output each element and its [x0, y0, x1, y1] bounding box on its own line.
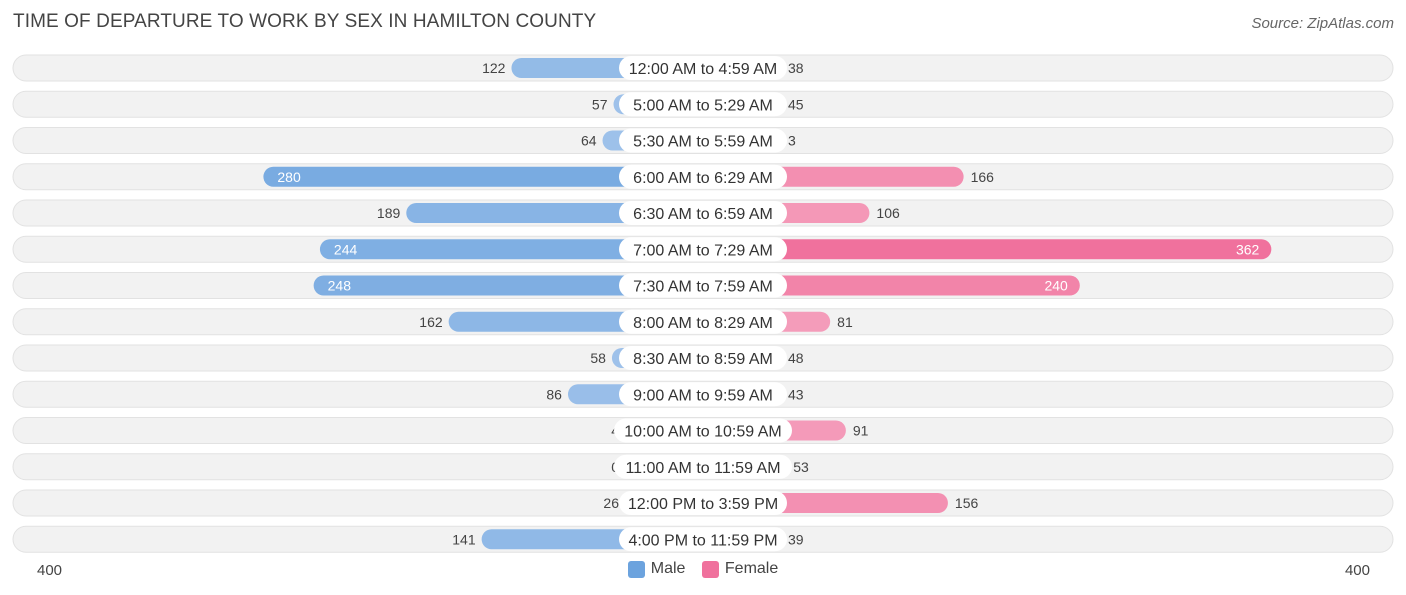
- category-label: 11:00 AM to 11:59 AM: [625, 460, 780, 477]
- category-label: 9:00 AM to 9:59 AM: [633, 387, 773, 404]
- category-label: 8:30 AM to 8:59 AM: [633, 351, 773, 368]
- axis-left-label: 400: [37, 562, 63, 579]
- category-label: 6:30 AM to 6:59 AM: [633, 206, 773, 223]
- bar-male: [319, 239, 703, 260]
- value-label-male: 57: [592, 96, 608, 112]
- value-label-female: 45: [788, 96, 804, 112]
- legend-label-male: Male: [650, 560, 686, 577]
- bar-male: [313, 275, 703, 296]
- value-label-male: 280: [277, 169, 301, 185]
- category-label: 10:00 AM to 10:59 AM: [624, 424, 781, 441]
- legend-item-male[interactable]: Male: [627, 560, 686, 578]
- value-label-male: 122: [482, 60, 506, 76]
- axis-right-label: 400: [1344, 562, 1370, 579]
- category-label: 4:00 PM to 11:59 PM: [628, 532, 777, 549]
- value-label-male: 162: [419, 314, 443, 330]
- value-label-male: 244: [334, 241, 358, 257]
- category-pill: [619, 346, 787, 370]
- value-label-female: 156: [955, 495, 979, 511]
- category-pill: [619, 237, 787, 262]
- category-pill: [619, 128, 787, 153]
- value-label-female: 3: [788, 133, 796, 149]
- chart-canvas: 122 38 12:00 AM to 4:59 AM 57 45 5:00 AM to 5…: [12, 54, 1394, 553]
- category-pill: [614, 454, 792, 479]
- value-label-male: 189: [377, 205, 401, 221]
- category-label: 7:00 AM to 7:29 AM: [633, 242, 773, 259]
- category-label: 12:00 AM to 4:59 AM: [629, 61, 778, 78]
- category-pill: [614, 418, 792, 443]
- value-label-male: 58: [590, 350, 606, 366]
- legend-swatch-female: [701, 560, 719, 578]
- category-pill: [619, 309, 787, 334]
- value-label-female: 53: [793, 459, 809, 475]
- value-label-male: 64: [581, 133, 597, 149]
- category-label: 12:00 PM to 3:59 PM: [628, 496, 778, 513]
- category-pill: [619, 491, 787, 515]
- category-pill: [619, 273, 787, 298]
- category-label: 6:00 AM to 6:29 AM: [633, 170, 773, 187]
- bar-female: [703, 275, 1080, 296]
- bar-female: [703, 239, 1272, 260]
- category-label: 5:00 AM to 5:29 AM: [633, 97, 773, 114]
- value-label-female: 106: [876, 205, 900, 221]
- value-label-male: 248: [328, 278, 352, 294]
- bar-male: [263, 166, 703, 187]
- value-label-male: 141: [452, 531, 476, 547]
- legend-label-female: Female: [724, 560, 779, 577]
- category-pill: [619, 164, 787, 189]
- category-pill: [619, 201, 787, 225]
- value-label-female: 240: [1044, 278, 1068, 294]
- value-label-female: 39: [788, 531, 804, 547]
- value-label-female: 48: [788, 350, 804, 366]
- value-label-male: 86: [546, 386, 562, 402]
- value-label-female: 362: [1236, 241, 1260, 257]
- category-pill: [619, 92, 787, 117]
- category-pill: [619, 382, 787, 407]
- value-label-female: 81: [837, 314, 853, 330]
- chart-source: Source: ZipAtlas.com: [1251, 15, 1394, 32]
- chart-title: TIME OF DEPARTURE TO WORK BY SEX IN HAMI…: [13, 11, 597, 32]
- category-label: 7:30 AM to 7:59 AM: [633, 279, 773, 296]
- category-pill: [619, 527, 787, 552]
- legend-item-female[interactable]: Female: [701, 560, 779, 578]
- category-label: 5:30 AM to 5:59 AM: [633, 134, 773, 151]
- category-label: 8:00 AM to 8:29 AM: [633, 315, 773, 332]
- legend-swatch-male: [627, 560, 645, 578]
- value-label-female: 166: [971, 169, 995, 185]
- value-label-female: 38: [788, 60, 804, 76]
- category-pill: [619, 56, 787, 80]
- value-label-male: 26: [603, 495, 619, 511]
- value-label-female: 91: [853, 423, 869, 439]
- legend: Male Female: [0, 560, 1406, 583]
- value-label-female: 43: [788, 386, 804, 402]
